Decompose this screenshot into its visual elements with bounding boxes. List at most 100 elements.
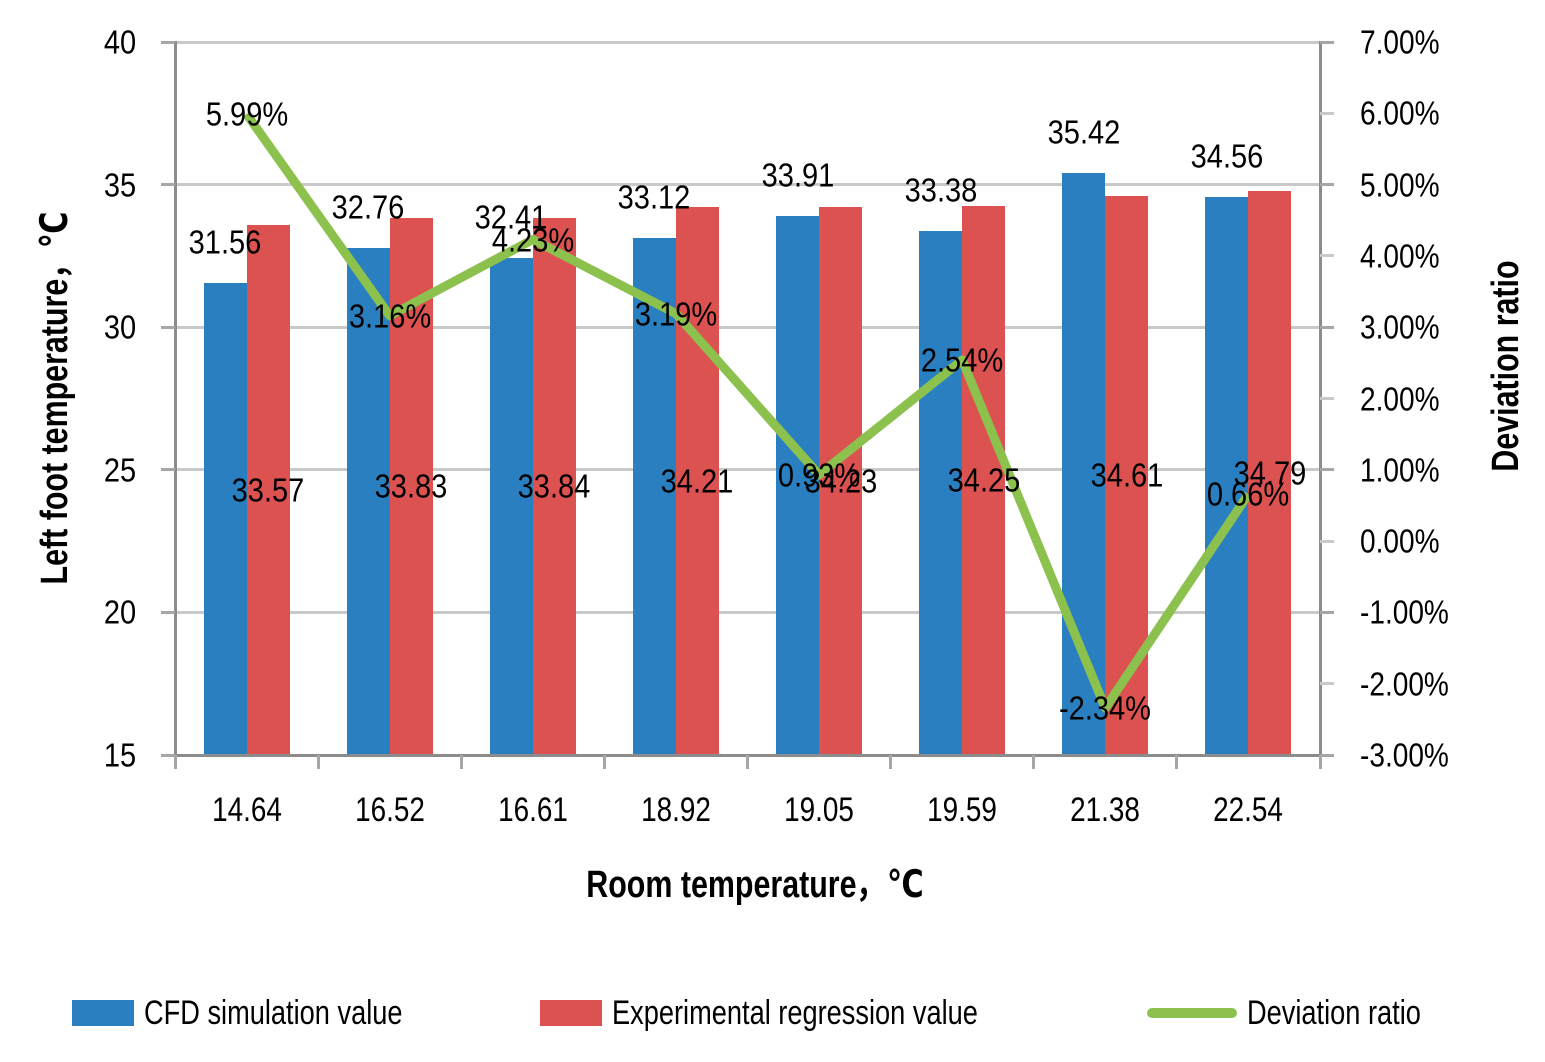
bar-cfd-simulation [489, 258, 533, 755]
bar-cfd-simulation [1205, 197, 1249, 755]
right-axis-tick [1320, 325, 1334, 329]
legend-item-deviation-ratio: Deviation ratio [1147, 985, 1464, 1041]
y-axis-tick [161, 40, 175, 44]
data-label-experimental-regression: 34.79 [1233, 454, 1307, 492]
bar-cfd-simulation [203, 282, 247, 755]
bar-cfd-simulation [346, 248, 390, 755]
legend-label-experimental-regression: Experimental regression value [612, 994, 978, 1032]
right-axis-tick [1320, 111, 1334, 115]
data-label-deviation-ratio: 5.99% [205, 95, 288, 133]
legend: CFD simulation value Experimental regres… [0, 985, 1545, 1045]
x-axis-tick-label: 19.59 [927, 791, 998, 829]
data-label-cfd-simulation: 35.42 [1047, 113, 1121, 151]
data-label-cfd-simulation: 34.56 [1190, 137, 1264, 175]
x-axis-tick [1318, 755, 1322, 769]
y-axis-tick [161, 325, 175, 329]
right-axis-tick-label: 7.00% [1360, 23, 1440, 61]
right-axis-tick [1320, 254, 1334, 258]
x-axis-tick-label: 19.05 [784, 791, 854, 829]
legend-item-cfd-simulation: CFD simulation value [72, 985, 467, 1041]
legend-label-cfd-simulation: CFD simulation value [144, 994, 403, 1032]
y-axis-tick [161, 183, 175, 187]
x-axis-title: Room temperature，℃ [586, 864, 924, 906]
gridline [175, 468, 1320, 472]
data-label-experimental-regression: 34.25 [947, 461, 1021, 499]
left-axis-title: Left foot temperature，℃ [34, 211, 76, 585]
bar-experimental-regression [962, 205, 1006, 755]
data-label-deviation-ratio: 3.19% [634, 295, 718, 333]
data-label-experimental-regression: 33.57 [231, 471, 305, 509]
right-axis-tick-label: 2.00% [1360, 380, 1440, 417]
right-axis-tick-label: 6.00% [1360, 94, 1440, 132]
right-axis-tick-label: -2.00% [1360, 665, 1449, 703]
y-axis-tick-label: 15 [103, 736, 137, 774]
bar-experimental-regression [675, 207, 719, 755]
data-label-experimental-regression: 34.21 [661, 462, 734, 500]
bar-experimental-regression [1248, 190, 1292, 755]
deviation-ratio-line [242, 111, 1253, 713]
data-label-cfd-simulation: 33.38 [904, 171, 978, 209]
right-axis-tick-label: 4.00% [1360, 237, 1440, 275]
legend-swatch-cfd-simulation [72, 1000, 134, 1026]
data-label-deviation-ratio: 2.54% [921, 341, 1004, 379]
x-axis-tick-label: 21.38 [1070, 791, 1141, 829]
y-axis-tick-label: 35 [103, 166, 137, 204]
right-axis-tick [1320, 682, 1334, 686]
bar-experimental-regression [532, 217, 576, 755]
y-axis-tick-label: 20 [103, 593, 137, 631]
right-axis-tick [1320, 183, 1334, 187]
right-axis-tick [1320, 753, 1334, 757]
right-axis-tick-label: 1.00% [1360, 451, 1440, 489]
right-axis-tick-label: 0.00% [1360, 522, 1440, 560]
right-axis-tick [1320, 397, 1334, 400]
y-axis-tick [161, 610, 175, 614]
right-axis-tick-label: -3.00% [1360, 736, 1449, 774]
y-axis-tick-label: 40 [103, 23, 137, 61]
right-axis-tick [1320, 468, 1334, 472]
right-axis-tick-label: 5.00% [1360, 166, 1440, 204]
data-label-deviation-ratio: -2.34% [1059, 689, 1152, 727]
x-axis-tick [889, 755, 893, 769]
data-label-deviation-ratio: 4.23% [491, 221, 574, 258]
data-label-experimental-regression: 33.83 [374, 467, 448, 505]
bar-experimental-regression [819, 206, 863, 755]
data-label-experimental-regression: 33.84 [517, 467, 591, 505]
gridline [175, 40, 1320, 44]
legend-swatch-experimental-regression [540, 1000, 602, 1026]
x-axis-tick-label: 18.92 [641, 791, 711, 829]
x-axis-tick-label: 14.64 [211, 791, 282, 829]
x-axis-tick [1175, 755, 1179, 769]
data-label-experimental-regression: 34.61 [1090, 456, 1164, 494]
gridline [175, 610, 1320, 614]
bar-cfd-simulation [776, 215, 820, 755]
x-axis-tick-label: 16.52 [354, 791, 425, 829]
right-axis-tick-label: -1.00% [1360, 593, 1449, 631]
data-label-deviation-ratio: 0.66% [1207, 475, 1290, 513]
legend-label-deviation-ratio: Deviation ratio [1247, 994, 1421, 1032]
x-axis-tick [173, 755, 177, 769]
gridline [175, 183, 1320, 187]
x-axis-tick [602, 755, 606, 769]
bar-cfd-simulation [919, 230, 963, 755]
right-axis-tick [1320, 610, 1334, 614]
data-label-deviation-ratio: 3.16% [348, 297, 431, 335]
x-axis-tick-label: 22.54 [1213, 791, 1284, 829]
x-axis-tick [459, 755, 463, 769]
data-label-cfd-simulation: 32.76 [331, 188, 405, 226]
data-label-cfd-simulation: 33.91 [761, 156, 834, 194]
y-axis-tick-label: 30 [103, 308, 137, 346]
x-axis-tick-label: 16.61 [497, 791, 568, 829]
y-axis-tick [161, 468, 175, 472]
data-label-cfd-simulation: 32.41 [474, 198, 548, 236]
right-axis-title: Deviation ratio [1485, 260, 1527, 472]
legend-item-experimental-regression: Experimental regression value [540, 985, 1069, 1041]
right-axis-tick [1320, 40, 1334, 44]
data-label-experimental-regression: 34.23 [804, 462, 877, 500]
y-axis-tick [161, 753, 175, 757]
data-label-deviation-ratio: 0.93% [777, 456, 861, 494]
right-axis-tick-label: 3.00% [1360, 308, 1440, 346]
data-label-cfd-simulation: 31.56 [188, 223, 262, 261]
